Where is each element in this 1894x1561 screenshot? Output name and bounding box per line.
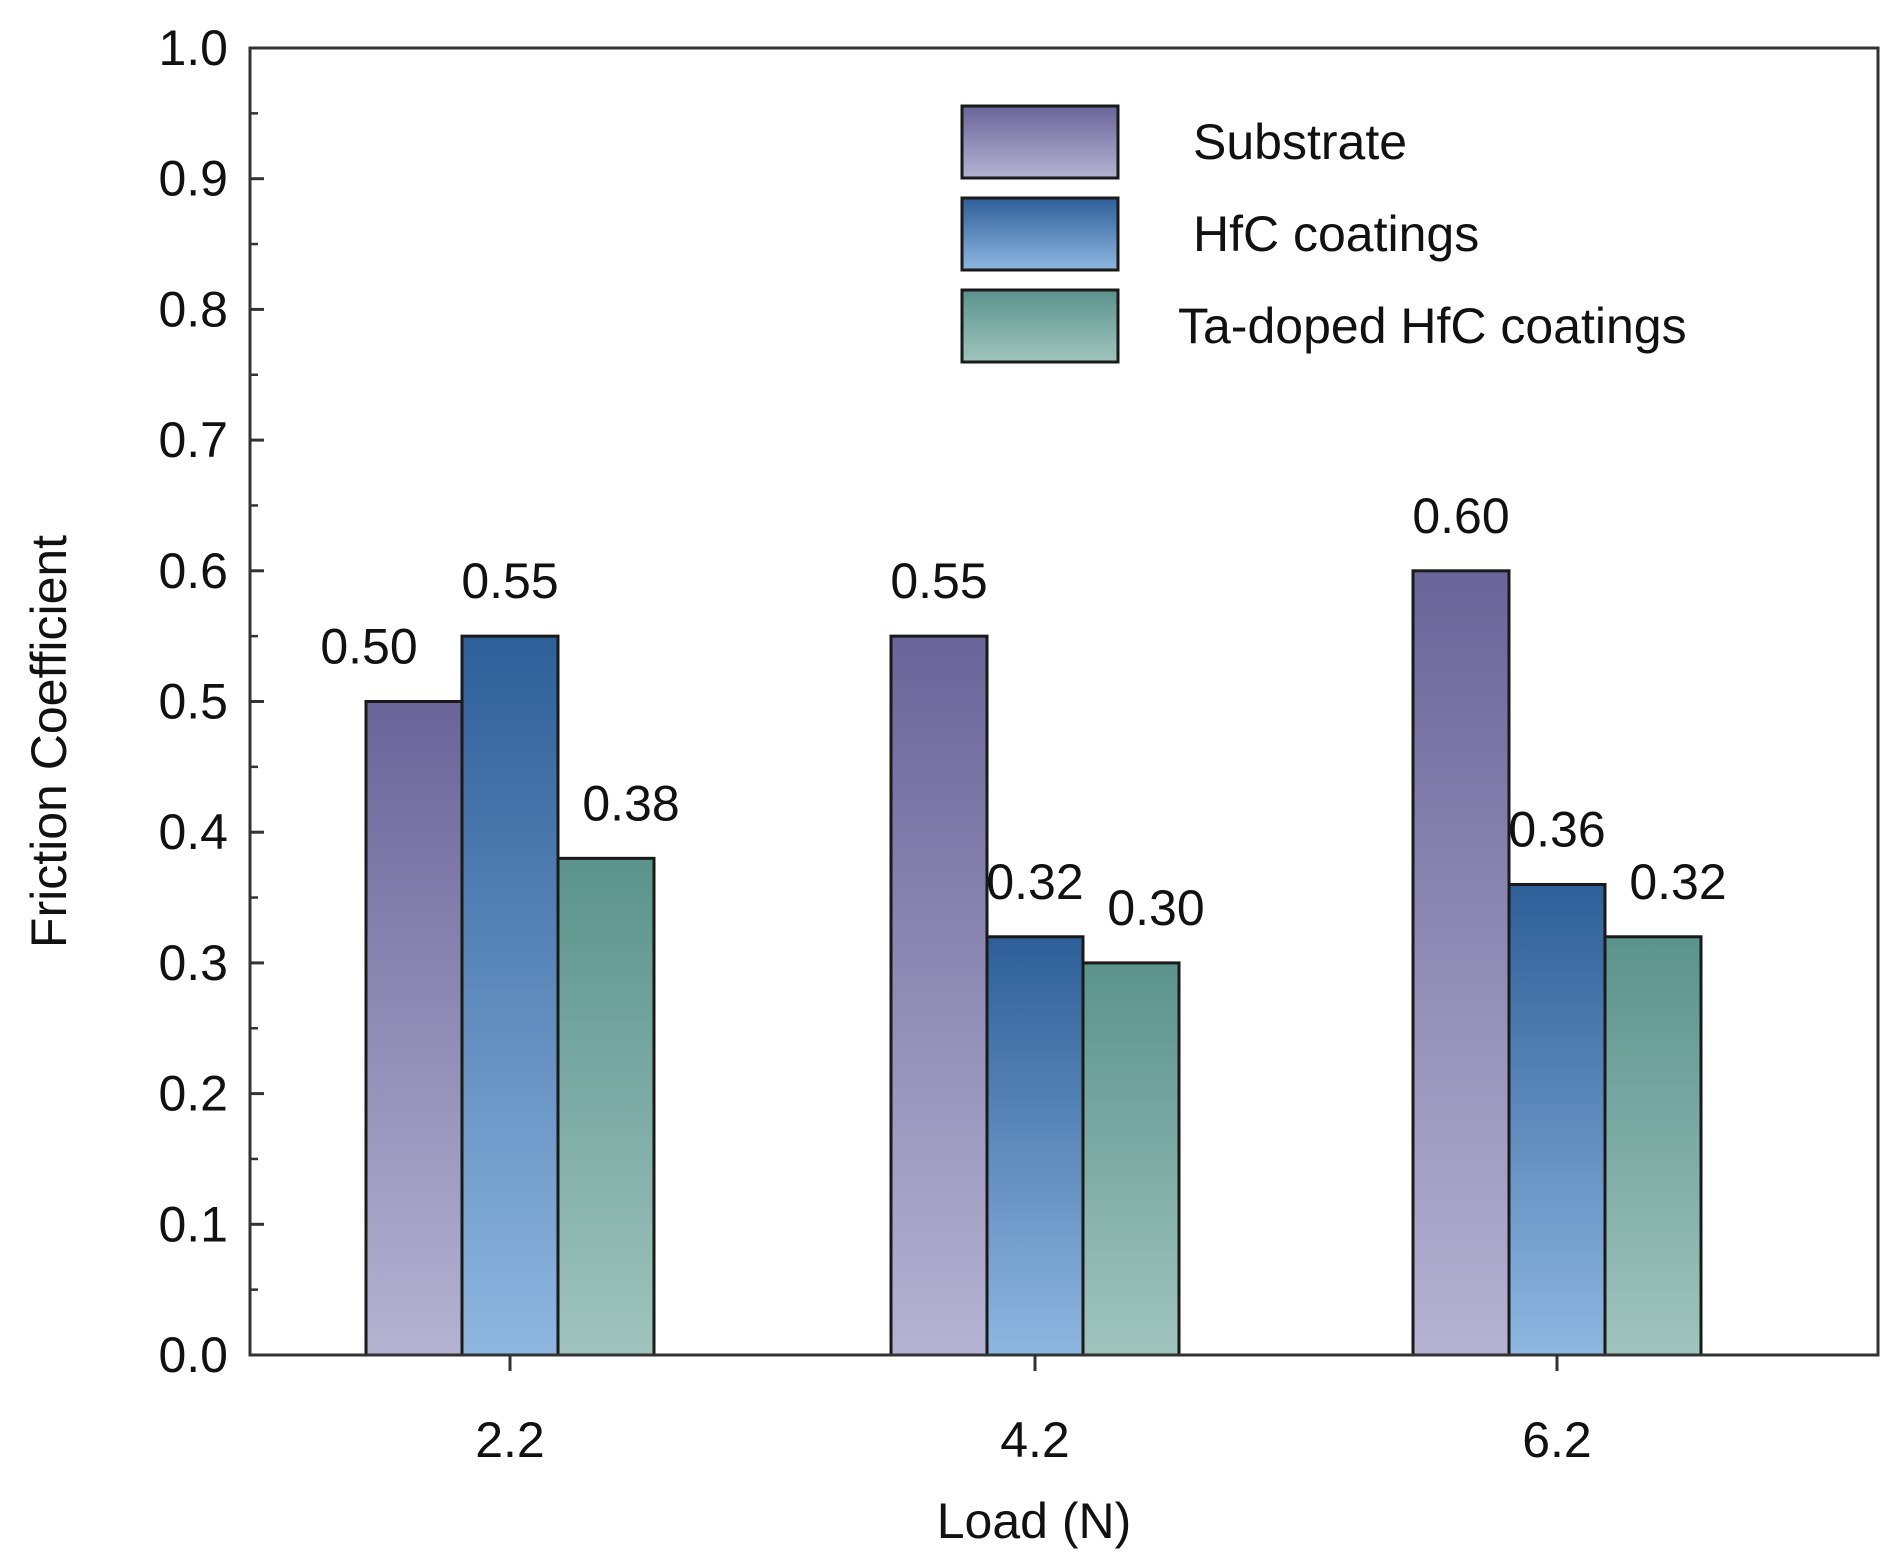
- data-label: 0.50: [320, 619, 417, 675]
- bar-ta-doped-hfc-coatings-2.2: [556, 856, 656, 1357]
- bar-hfc-coatings-4.2: [985, 935, 1085, 1357]
- bar-ta-doped-hfc-coatings-6.2: [1603, 935, 1703, 1357]
- y-tick-label: 0.3: [158, 935, 228, 991]
- legend-label: Ta-doped HfC coatings: [1178, 298, 1687, 354]
- legend-label: HfC coatings: [1193, 206, 1479, 262]
- x-tick-label: 6.2: [1522, 1412, 1592, 1468]
- x-axis: 2.2 4.2 6.2: [475, 1355, 1592, 1468]
- legend-label: Substrate: [1193, 114, 1407, 170]
- bar-substrate-6.2: [1411, 569, 1511, 1357]
- y-axis: 0.0 0.1 0.2 0.3 0.4 0.5 0.6 0.7 0.8 0.9 1.0: [158, 20, 264, 1383]
- y-tick-label: 0.2: [158, 1066, 228, 1122]
- y-tick-label: 0.4: [158, 804, 228, 860]
- x-tick-label: 4.2: [1000, 1412, 1070, 1468]
- bars: [364, 569, 1703, 1357]
- y-tick-label: 0.1: [158, 1196, 228, 1252]
- legend-swatch: [960, 288, 1120, 364]
- data-label: 0.32: [986, 854, 1083, 910]
- data-label: 0.30: [1107, 880, 1204, 936]
- y-tick-label: 0.5: [158, 674, 228, 730]
- data-label: 0.55: [461, 553, 558, 609]
- bar-ta-doped-hfc-coatings-4.2: [1081, 961, 1181, 1357]
- x-tick-label: 2.2: [475, 1412, 545, 1468]
- y-tick-label: 0.0: [158, 1327, 228, 1383]
- data-label: 0.60: [1412, 488, 1509, 544]
- data-labels: 0.50 0.55 0.38 0.55 0.32 0.30 0.60 0.36 0.32: [320, 488, 1726, 936]
- data-label: 0.36: [1508, 801, 1605, 857]
- data-label: 0.38: [582, 775, 679, 831]
- x-axis-title: Load (N): [937, 1493, 1132, 1549]
- bar-substrate-4.2: [889, 634, 989, 1357]
- y-tick-label: 0.7: [158, 412, 228, 468]
- bar-hfc-coatings-2.2: [460, 634, 560, 1357]
- legend: Substrate HfC coatings Ta-doped HfC coatin…: [960, 104, 1687, 364]
- data-label: 0.55: [890, 553, 987, 609]
- y-tick-label: 0.6: [158, 543, 228, 599]
- y-tick-label: 0.8: [158, 281, 228, 337]
- bar-hfc-coatings-6.2: [1507, 882, 1607, 1357]
- y-tick-label: 0.9: [158, 151, 228, 207]
- legend-swatch: [960, 104, 1120, 180]
- y-axis-title: Friction Coefficient: [21, 535, 77, 948]
- bar-substrate-2.2: [364, 700, 464, 1357]
- y-tick-label: 1.0: [158, 20, 228, 76]
- plot-frame: [248, 46, 1880, 1357]
- legend-swatch: [960, 196, 1120, 272]
- data-label: 0.32: [1629, 854, 1726, 910]
